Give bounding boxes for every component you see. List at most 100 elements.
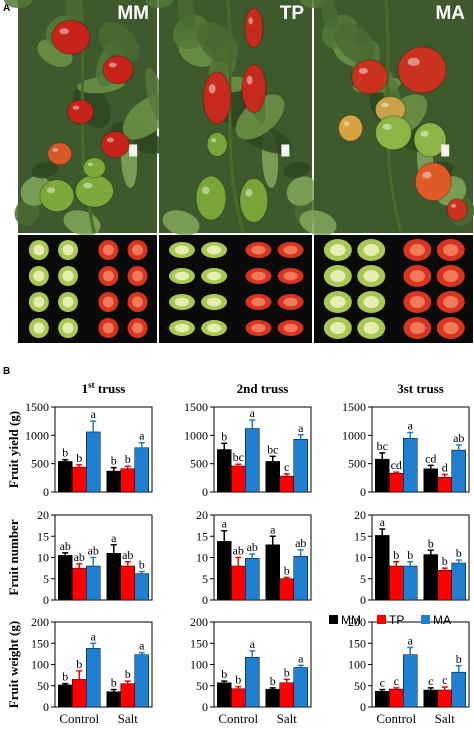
bar-ma-control [245,428,260,493]
y-tick-label: 1500 [342,400,366,414]
significance-label: a [298,651,304,665]
bar-tp-salt [437,689,452,708]
slice-locule [206,323,222,333]
leaf [197,22,239,64]
y-tick-label: 1000 [342,428,366,442]
significance-label: b [111,454,117,468]
bar-ma-salt [134,447,149,493]
leaf [4,0,32,8]
fruit-highlight [248,17,253,25]
tomato-fruit [74,174,114,208]
bar-tp-salt [120,683,135,708]
bar-tp-control [389,565,404,601]
bar-ma-control [86,431,101,493]
significance-label: b [270,674,276,688]
y-axis-label: Fruit number [6,519,21,595]
y-tick-label: 0 [43,593,49,607]
significance-label: ab [60,539,71,553]
leaf [98,22,140,64]
bar-mm-control [375,691,390,708]
slice-locule [251,297,266,307]
photo-slices-mm [18,235,157,343]
y-tick-label: 200 [31,615,49,629]
tomato-fruit [206,131,228,157]
y-axis-label: Fruit weight (g) [6,621,21,708]
significance-label: b [456,546,462,560]
significance-label: b [111,676,117,690]
tomato-fruit [397,46,447,94]
slice-locule [330,321,346,335]
bar-tp-control [389,688,404,708]
bar-ma-salt [293,555,308,601]
y-tick-label: 150 [31,636,49,650]
y-tick-label: 10 [196,551,208,565]
tomato-fruit [351,59,389,95]
leaf [299,210,337,236]
bar-mm-control [58,684,73,708]
bar-ma-control [403,565,418,601]
bar-ma-control [245,657,260,708]
bar-tp-control [389,473,404,493]
y-tick-label: 10 [37,551,49,565]
slice-locule [132,296,144,308]
significance-label: b [139,558,145,572]
significance-label: a [250,406,256,420]
fruit-highlight [46,187,56,193]
significance-label: ab [233,544,244,558]
cultivar-label: MA [435,3,465,24]
bar-mm-control [375,535,390,601]
significance-label: a [408,634,414,648]
bar-mm-salt [106,691,121,708]
fruit-highlight [72,105,80,110]
significance-label: b [456,652,462,666]
slice-locule [283,323,298,333]
y-tick-label: 50 [37,679,49,693]
bar-ma-salt [451,449,466,493]
fruit-highlight [83,182,93,189]
leaf [162,210,200,236]
fruit-highlight [381,102,389,108]
significance-label: a [298,421,304,435]
y-tick-label: 50 [354,679,366,693]
y-tick-label: 50 [196,679,208,693]
bar-ma-salt [134,654,149,708]
bar-ma-control [245,558,260,601]
chart-title: 1st truss [82,380,126,396]
significance-label: ab [122,548,133,562]
y-tick-label: 15 [354,529,366,543]
tomato-fruit [47,142,73,166]
y-tick-label: 10 [354,551,366,565]
fruit-highlight [59,28,69,35]
significance-label: b [284,563,290,577]
y-tick-label: 15 [37,529,49,543]
leaf [286,176,318,206]
y-tick-label: 150 [348,636,366,650]
slice-locule [363,295,379,309]
slice-locule [283,271,298,281]
bar-tp-control [72,679,87,708]
photo-plant-ma: MA [299,0,474,236]
legend: MM TP MA [329,613,451,627]
slice-locule [330,295,346,309]
significance-label: bc [377,439,388,453]
photo-slices-ma [314,235,473,343]
chart-title: 3st truss [397,381,444,396]
slice-locule [206,245,222,255]
slice-locule [443,321,459,335]
legend-label-ma: MA [433,613,451,627]
significance-label: ab [247,540,258,554]
photo-plant-tp: TP [145,0,320,236]
y-tick-label: 500 [190,457,208,471]
chart-title: 2nd truss [237,381,289,396]
slice-locule [33,322,45,334]
fruit-highlight [358,67,368,75]
significance-label: a [91,629,97,643]
y-tick-label: 0 [43,485,49,499]
significance-label: a [139,639,145,653]
significance-label: b [235,673,241,687]
slice-locule [33,270,45,282]
